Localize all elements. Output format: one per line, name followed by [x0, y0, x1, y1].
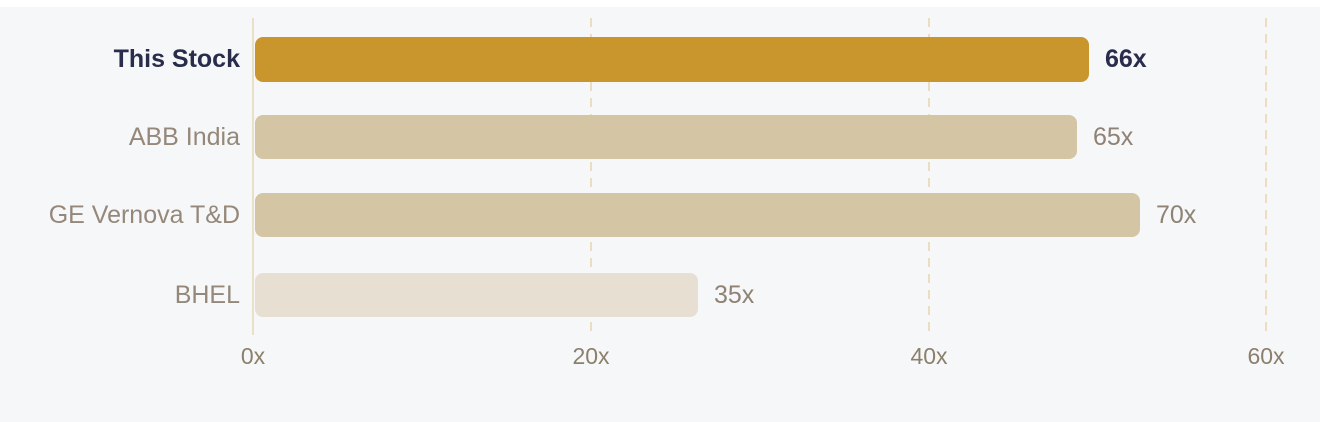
bar-row-abb-india: ABB India 65x [0, 115, 1320, 159]
x-tick-40x: 40x [910, 343, 948, 369]
category-label: ABB India [128, 123, 240, 151]
x-tick-0x: 0x [240, 343, 266, 369]
bar-row-bhel: BHEL 35x [0, 273, 1320, 317]
value-label: 66x [1105, 45, 1147, 73]
bar-row-ge-vernova-td: GE Vernova T&D 70x [0, 193, 1320, 237]
value-label: 35x [714, 281, 755, 309]
category-label: BHEL [174, 281, 240, 309]
x-tick-60x: 60x [1247, 343, 1285, 369]
category-label: This Stock [113, 45, 240, 73]
zero-axis-line [252, 18, 254, 335]
bar-bhel [255, 273, 698, 317]
bar-this-stock [255, 37, 1089, 82]
gridline-40x [928, 18, 930, 335]
gridline-20x [590, 18, 592, 335]
category-label: GE Vernova T&D [48, 201, 240, 229]
bar-ge-vernova-td [255, 193, 1140, 237]
x-tick-20x: 20x [572, 343, 610, 369]
value-label: 70x [1156, 201, 1197, 229]
bar-row-this-stock: This Stock 66x [0, 37, 1320, 82]
gridline-60x [1265, 18, 1267, 335]
bar-abb-india [255, 115, 1077, 159]
card-top-edge [0, 0, 1320, 7]
value-label: 65x [1093, 123, 1134, 151]
